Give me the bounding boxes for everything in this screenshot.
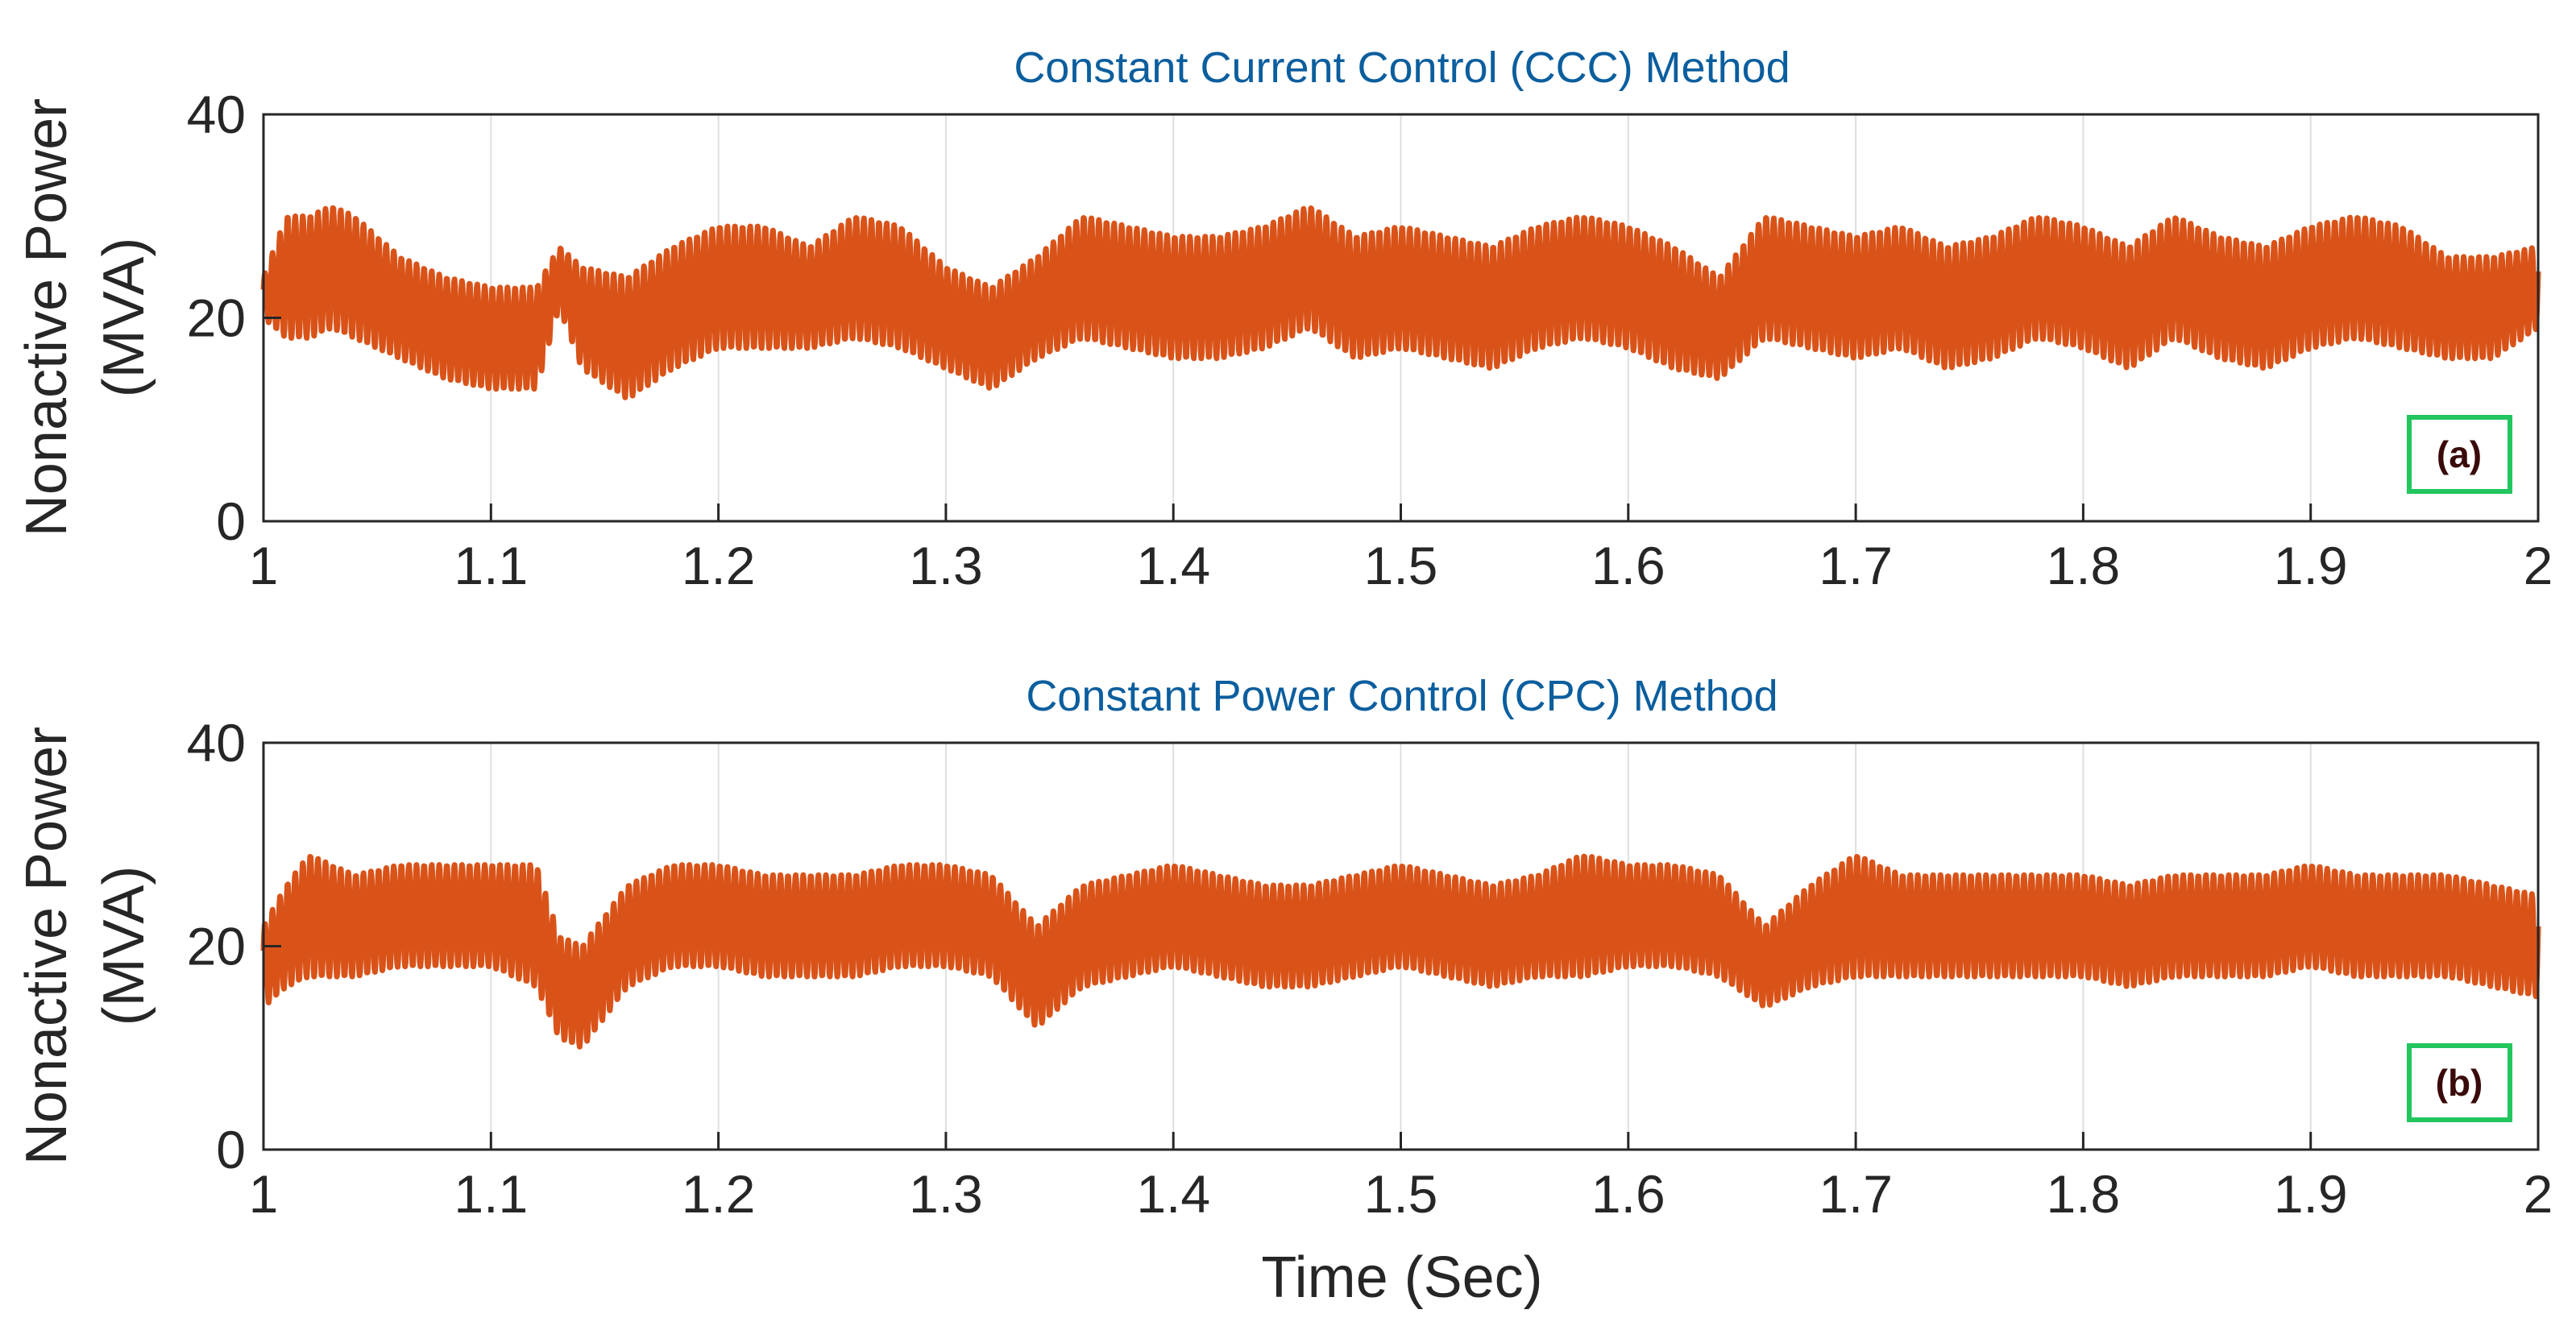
series-line-group [260, 853, 2541, 1050]
y-axis-ticks: 0 20 40 [187, 85, 281, 551]
x-tick-label: 2 [2524, 1164, 2553, 1224]
y-tick-label: 0 [216, 1120, 246, 1179]
y-axis-label-line1: Nonactive Power [15, 727, 79, 1165]
x-tick-label: 1.7 [1819, 536, 1893, 595]
panel-b: Constant Power Control (CPC) Method 1 1.1… [15, 672, 2553, 1310]
x-tick-label: 1.8 [2047, 1164, 2121, 1224]
x-tick-label: 1.2 [682, 536, 756, 595]
x-tick-label: 1.7 [1819, 1164, 1893, 1224]
y-tick-label: 20 [187, 288, 246, 348]
x-tick-label: 1 [249, 536, 279, 595]
x-tick-label: 1.3 [909, 1164, 983, 1224]
panel-tag-box [2407, 1043, 2512, 1122]
series-line-nonactive-power [260, 853, 2541, 1050]
x-tick-label: 1.5 [1364, 536, 1438, 595]
x-axis-label: Time (Sec) [1261, 1245, 1542, 1310]
x-tick-label: 1.6 [1591, 536, 1665, 595]
y-tick-label: 0 [216, 491, 246, 551]
x-tick-label: 1.4 [1136, 536, 1210, 595]
y-axis-label-line2: (MVA) [92, 238, 156, 398]
chart-title: Constant Current Control (CCC) Method [1014, 44, 1790, 92]
panel-tag-label: (a) [2437, 433, 2482, 475]
x-tick-label: 1.9 [2274, 536, 2348, 595]
x-tick-label: 1 [249, 1164, 279, 1224]
x-tick-label: 1.1 [454, 1164, 528, 1224]
series-line-group [260, 205, 2541, 400]
y-tick-label: 40 [187, 713, 246, 773]
panel-tag-label: (b) [2436, 1062, 2483, 1104]
x-tick-label: 1.2 [682, 1164, 756, 1224]
x-axis-ticks: 1 1.1 1.2 1.3 1.4 1.5 1.6 1.7 1.8 1.9 2 [249, 504, 2553, 595]
y-axis-ticks: 0 20 40 [187, 713, 281, 1179]
y-axis-label-line1: Nonactive Power [15, 98, 79, 537]
x-tick-label: 1.5 [1364, 1164, 1438, 1224]
x-axis-ticks: 1 1.1 1.2 1.3 1.4 1.5 1.6 1.7 1.8 1.9 2 [249, 1132, 2553, 1224]
chart-title: Constant Power Control (CPC) Method [1026, 672, 1777, 720]
x-tick-label: 1.6 [1591, 1164, 1665, 1224]
panel-tag: (b) [2407, 1043, 2512, 1122]
y-tick-label: 20 [187, 917, 246, 976]
x-tick-label: 1.1 [454, 536, 528, 595]
y-tick-label: 40 [187, 85, 246, 144]
panel-tag: (a) [2407, 415, 2512, 494]
series-line-nonactive-power [260, 205, 2541, 400]
x-tick-label: 1.8 [2047, 536, 2121, 595]
x-tick-label: 1.9 [2274, 1164, 2348, 1224]
x-tick-label: 1.4 [1136, 1164, 1210, 1224]
x-tick-label: 1.3 [909, 536, 983, 595]
x-tick-label: 2 [2524, 536, 2553, 595]
y-axis-label-line2: (MVA) [92, 866, 156, 1026]
panel-tag-box [2407, 415, 2512, 494]
